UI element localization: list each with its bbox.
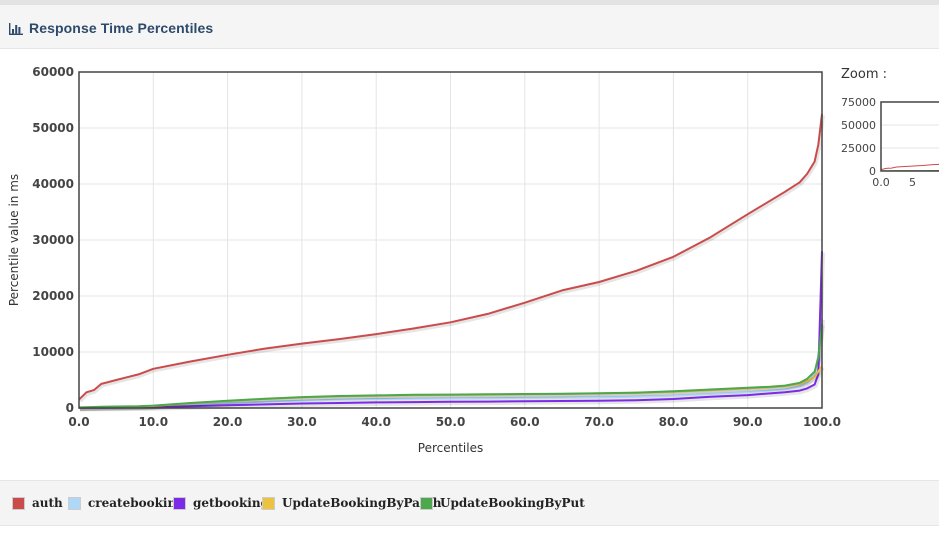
zoom-y-tick-label: 0 bbox=[869, 165, 876, 178]
x-axis-label: Percentiles bbox=[418, 441, 483, 455]
series-line-updatebookingbyput bbox=[78, 323, 823, 409]
y-tick-label: 50000 bbox=[32, 121, 74, 135]
zoom-plot-area[interactable] bbox=[881, 102, 939, 171]
legend-item-createbooking[interactable]: createbooking bbox=[68, 495, 185, 511]
page-footer-space bbox=[0, 526, 939, 558]
legend-item-updatebookingbypatch[interactable]: UpdateBookingByPatch bbox=[262, 495, 442, 511]
series-line-auth bbox=[78, 113, 823, 401]
legend-label: auth bbox=[32, 496, 63, 510]
legend-swatch bbox=[420, 496, 433, 510]
zoom-x-tick-label: 5 bbox=[909, 176, 916, 189]
x-tick-label: 60.0 bbox=[510, 415, 540, 429]
zoom-y-tick-label: 50000 bbox=[841, 119, 876, 132]
y-tick-label: 60000 bbox=[32, 65, 74, 79]
x-tick-label: 40.0 bbox=[361, 415, 391, 429]
y-tick-label: 40000 bbox=[32, 177, 74, 191]
x-tick-label: 30.0 bbox=[287, 415, 317, 429]
zoom-label: Zoom : bbox=[841, 67, 887, 82]
y-tick-label: 20000 bbox=[32, 289, 74, 303]
zoom-x-tick-label: 0.0 bbox=[872, 176, 890, 189]
percentiles-chart[interactable]: 0.0 10.0 20.0 30.0 40.0 50.0 60.0 70.0 80.0 90.0 1… bbox=[0, 48, 939, 480]
legend-item-updatebookingbyput[interactable]: UpdateBookingByPut bbox=[420, 495, 585, 511]
legend-label: UpdateBookingByPatch bbox=[282, 496, 442, 510]
y-tick-label: 0 bbox=[66, 401, 74, 415]
x-tick-label: 0.0 bbox=[68, 415, 89, 429]
y-tick-label: 10000 bbox=[32, 345, 74, 359]
zoom-y-tick-label: 75000 bbox=[841, 96, 876, 109]
x-tick-label: 100.0 bbox=[803, 415, 841, 429]
panel-title: Response Time Percentiles bbox=[29, 20, 214, 36]
plot-border bbox=[78, 71, 823, 409]
series-shadow-auth bbox=[78, 115, 825, 403]
bar-chart-icon bbox=[9, 23, 23, 35]
legend-label: UpdateBookingByPut bbox=[440, 496, 585, 510]
legend-swatch bbox=[68, 496, 81, 510]
series-shadow-getbooking bbox=[79, 252, 825, 412]
chart-legend: auth createbooking getbooking UpdateBooking… bbox=[0, 480, 939, 526]
legend-label: getbooking bbox=[193, 496, 269, 510]
zoom-series-auth bbox=[880, 163, 939, 171]
panel-header: Response Time Percentiles bbox=[0, 5, 939, 49]
y-tick-label: 30000 bbox=[32, 233, 74, 247]
y-axis-label: Percentile value in ms bbox=[7, 174, 21, 306]
x-tick-label: 50.0 bbox=[436, 415, 466, 429]
x-tick-label: 80.0 bbox=[659, 415, 689, 429]
x-tick-label: 70.0 bbox=[584, 415, 614, 429]
legend-item-getbooking[interactable]: getbooking bbox=[173, 495, 269, 511]
x-tick-label: 20.0 bbox=[213, 415, 243, 429]
legend-swatch bbox=[173, 496, 186, 510]
zoom-y-tick-label: 25000 bbox=[841, 142, 876, 155]
top-border bbox=[0, 0, 939, 5]
legend-label: createbooking bbox=[88, 496, 185, 510]
x-tick-label: 90.0 bbox=[733, 415, 763, 429]
legend-swatch bbox=[12, 496, 25, 510]
legend-item-auth[interactable]: auth bbox=[12, 495, 63, 511]
legend-swatch bbox=[262, 496, 275, 510]
x-tick-label: 10.0 bbox=[138, 415, 168, 429]
zoom-border bbox=[880, 101, 939, 172]
